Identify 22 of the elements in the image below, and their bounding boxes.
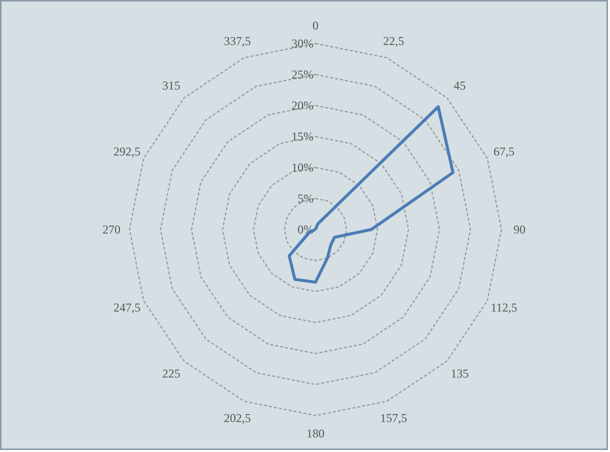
spoke-label: 157,5 — [380, 410, 408, 425]
spoke-label: 45 — [454, 78, 466, 92]
spoke-label: 270 — [102, 222, 120, 236]
spoke-label: 247,5 — [114, 300, 141, 315]
y-tick-label: 20% — [292, 98, 314, 112]
y-tick-label: 5% — [298, 192, 314, 206]
spoke-label: 315 — [162, 78, 180, 92]
spoke-label: 90 — [514, 222, 526, 236]
spoke-label: 67,5 — [493, 144, 514, 158]
spoke-label: 180 — [306, 426, 324, 440]
spoke-label: 22,5 — [383, 34, 404, 48]
spoke-label: 202,5 — [224, 410, 251, 425]
spoke-label: 337,5 — [224, 34, 251, 48]
y-tick-label: 15% — [292, 130, 314, 144]
y-tick-label: 30% — [292, 36, 314, 50]
spoke-label: 135 — [450, 366, 469, 381]
spoke-label: 0 — [312, 18, 318, 32]
y-tick-label: 10% — [292, 160, 314, 174]
spoke-label: 225 — [162, 366, 180, 381]
y-tick-label: 25% — [292, 68, 314, 82]
spoke-label: 292,5 — [114, 144, 141, 158]
spoke-label: 112,5 — [490, 300, 518, 315]
